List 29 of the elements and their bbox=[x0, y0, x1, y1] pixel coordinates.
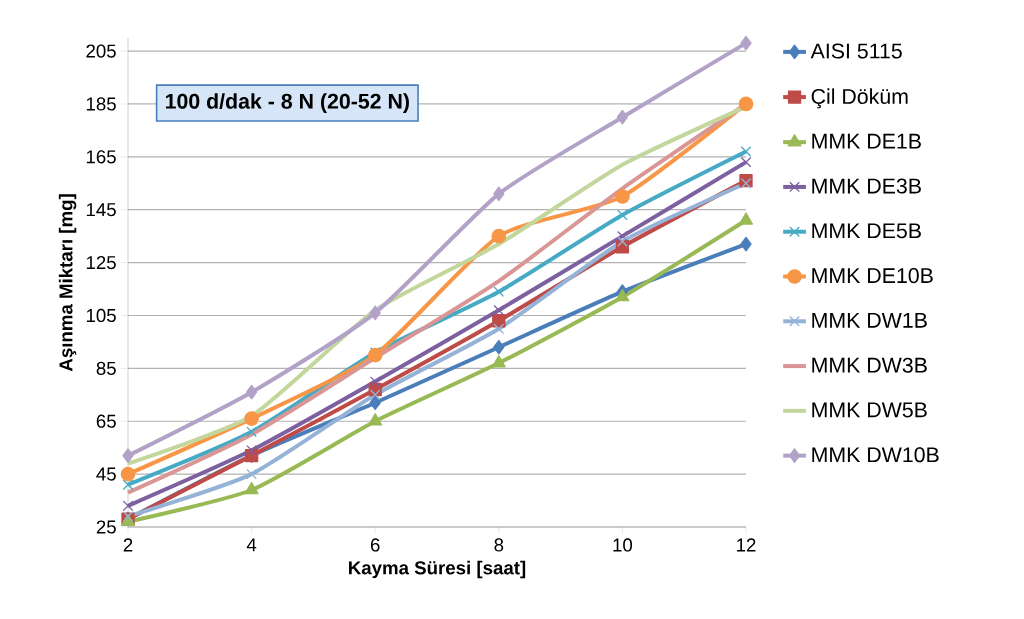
x-axis-title: Kayma Süresi [saat] bbox=[349, 560, 526, 579]
x-tick-label: 12 bbox=[737, 538, 756, 552]
x-tick-label: 4 bbox=[246, 538, 257, 552]
legend-label: MMK DW1B bbox=[812, 312, 927, 328]
legend-label: AISI 5115 bbox=[810, 43, 902, 59]
y-tick-label: 105 bbox=[86, 308, 116, 323]
y-tick-label: 125 bbox=[86, 255, 116, 270]
legend-label: MMK DE10B bbox=[812, 268, 933, 284]
x-tick-label: 6 bbox=[370, 538, 380, 552]
y-tick-label: 65 bbox=[96, 414, 116, 428]
y-tick-label: 165 bbox=[86, 150, 116, 164]
legend-label: MMK DE1B bbox=[812, 133, 921, 149]
legend-label: MMK DE3B bbox=[812, 178, 921, 194]
x-tick-label: 2 bbox=[123, 538, 133, 552]
y-tick-label: 85 bbox=[96, 361, 116, 375]
y-tick-label: 145 bbox=[86, 203, 116, 217]
legend-label: MMK DW3B bbox=[812, 357, 927, 373]
y-tick-label: 25 bbox=[96, 520, 116, 534]
legend-label: MMK DE5B bbox=[812, 223, 921, 239]
y-axis-title: Aşınma Miktarı [mg] bbox=[58, 194, 77, 372]
legend-label: MMK DW10B bbox=[812, 447, 939, 463]
y-tick-label: 205 bbox=[86, 44, 116, 58]
annotation: 100 d/dak - 8 N (20-52 N) bbox=[165, 93, 409, 114]
x-tick-label: 10 bbox=[613, 538, 633, 552]
x-tick-label: 8 bbox=[494, 538, 504, 552]
legend-label: MMK DW5B bbox=[812, 402, 927, 418]
y-tick-label: 185 bbox=[86, 97, 116, 111]
y-tick-label: 45 bbox=[96, 467, 116, 481]
legend-label: Çil Döküm bbox=[811, 88, 908, 109]
